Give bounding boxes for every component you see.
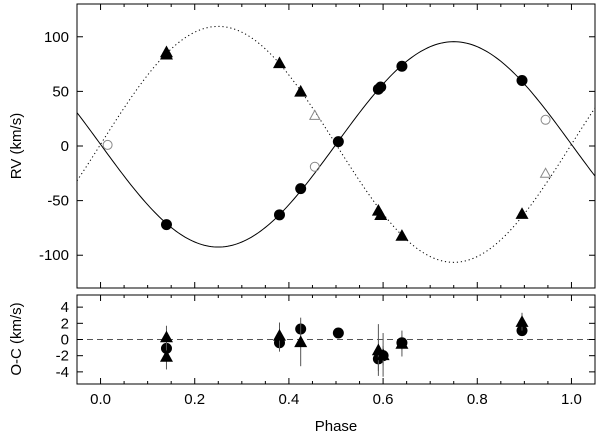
rv-point: [515, 207, 529, 219]
residual-x-tick-label: 0.6: [373, 391, 394, 408]
residual-x-tick-label: 1.0: [561, 391, 582, 408]
rv-point: [294, 84, 308, 97]
residual-y-tick-label: 4: [61, 299, 69, 316]
residual-point: [159, 349, 173, 362]
residual-x-tick-label: 0.0: [90, 391, 111, 408]
residual-point: [395, 337, 409, 349]
residual-x-tick-label: 0.8: [467, 391, 488, 408]
rv-y-tick-label: 0: [61, 138, 69, 155]
rv-point: [374, 208, 388, 221]
rv-y-tick-label: 50: [52, 83, 69, 100]
residual-x-tick-label: 0.4: [278, 391, 299, 408]
residual-point: [515, 315, 529, 327]
residual-point: [294, 335, 308, 348]
residual-point: [159, 330, 173, 343]
residual-point: [272, 328, 286, 341]
rv-point: [375, 81, 387, 93]
rv-y-axis-label: RV (km/s): [8, 113, 25, 179]
rv-point: [295, 183, 307, 195]
rv-data-points: [102, 45, 552, 241]
rv-point: [272, 56, 286, 69]
rv-point: [516, 74, 528, 86]
rv-point: [395, 229, 409, 241]
rv-point: [160, 219, 172, 231]
rv-point: [159, 47, 173, 60]
residual-point: [376, 348, 390, 361]
rv-axis-ticks: -100 -50 0 50 100: [39, 4, 596, 288]
rv-point: [540, 114, 551, 125]
residual-y-tick-label: -4: [56, 364, 69, 381]
residual-y-tick-label: 2: [61, 315, 69, 332]
residual-y-tick-label: 0: [61, 332, 69, 349]
rv-point: [273, 209, 285, 221]
rv-point: [539, 167, 552, 178]
rv-y-tick-label: -50: [47, 193, 69, 210]
residual-x-tick-label: 0.2: [184, 391, 205, 408]
rv-point: [102, 139, 113, 150]
rv-point: [309, 161, 320, 172]
residual-y-tick-label: -2: [56, 348, 69, 365]
rv-panel: -100 -50 0 50 100 RV (km/s): [8, 3, 596, 289]
residual-point: [332, 327, 344, 339]
x-axis-label: Phase: [315, 418, 358, 435]
rv-point: [308, 109, 321, 120]
residual-y-axis-label: O-C (km/s): [8, 302, 25, 375]
rv-point: [332, 136, 344, 148]
residual-data-points: [159, 312, 529, 377]
rv-point: [396, 60, 408, 72]
rv-y-tick-label: 100: [44, 29, 69, 46]
rv-y-tick-label: -100: [39, 247, 69, 264]
